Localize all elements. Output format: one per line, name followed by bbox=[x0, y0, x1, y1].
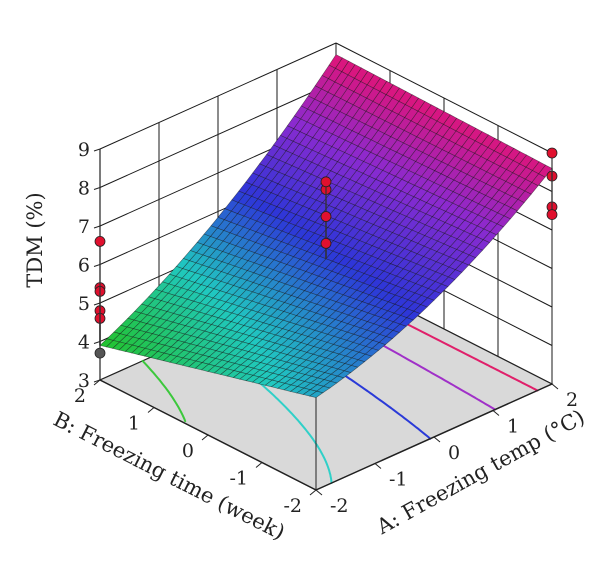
y-tick-label: 1 bbox=[128, 413, 140, 435]
y-tick-mark bbox=[309, 489, 317, 496]
z-axis-title: TDM (%) bbox=[23, 192, 47, 287]
y-tick-mark bbox=[147, 407, 155, 413]
z-tick-label: 7 bbox=[78, 216, 90, 238]
z-tick-label: 9 bbox=[78, 139, 90, 161]
design-point-above bbox=[546, 209, 558, 221]
design-point-above bbox=[94, 235, 106, 247]
x-tick-mark bbox=[433, 436, 441, 443]
y-tick-mark bbox=[255, 462, 263, 468]
z-tick-mark bbox=[93, 148, 101, 152]
response-surface bbox=[99, 54, 553, 398]
design-point-above bbox=[320, 211, 332, 222]
z-tick-mark bbox=[93, 341, 101, 344]
z-tick-label: 5 bbox=[78, 293, 90, 315]
tick-labels: 3 4 5 6 7 8 9 -2 -1 0 1 2 -2 -1 0 1 2 bbox=[74, 139, 578, 517]
z-tick-label: 6 bbox=[78, 255, 90, 277]
z-tick-label: 3 bbox=[78, 370, 90, 392]
z-tick-mark bbox=[93, 225, 101, 229]
z-tick-label: 4 bbox=[78, 332, 90, 354]
x-tick-mark bbox=[492, 410, 500, 416]
z-tick-mark bbox=[93, 302, 101, 306]
x-tick-mark bbox=[315, 489, 323, 496]
x-tick-label: -2 bbox=[330, 495, 349, 517]
y-tick-label: -1 bbox=[229, 468, 248, 490]
y-tick-mark bbox=[93, 379, 101, 386]
surface-patch bbox=[308, 390, 324, 398]
x-tick-label: 0 bbox=[448, 442, 460, 464]
design-point-above bbox=[320, 176, 332, 188]
x-tick-label: 1 bbox=[507, 416, 519, 438]
x-tick-mark bbox=[374, 463, 382, 469]
y-tick-mark bbox=[201, 434, 209, 441]
z-tick-label: 8 bbox=[78, 178, 90, 200]
y-tick-label: -2 bbox=[283, 495, 302, 517]
design-point-above bbox=[320, 237, 332, 249]
design-point-above bbox=[546, 147, 558, 159]
y-tick-label: 0 bbox=[182, 440, 194, 462]
x-tick-mark bbox=[551, 383, 559, 390]
z-tick-mark bbox=[93, 187, 101, 190]
x-tick-label: -1 bbox=[389, 469, 408, 491]
contour-line bbox=[141, 359, 187, 423]
z-tick-mark bbox=[93, 264, 101, 267]
design-point-below bbox=[94, 347, 106, 359]
design-points-above bbox=[94, 147, 558, 346]
x-tick-label: 2 bbox=[566, 389, 578, 411]
y-tick-label: 2 bbox=[74, 385, 86, 407]
